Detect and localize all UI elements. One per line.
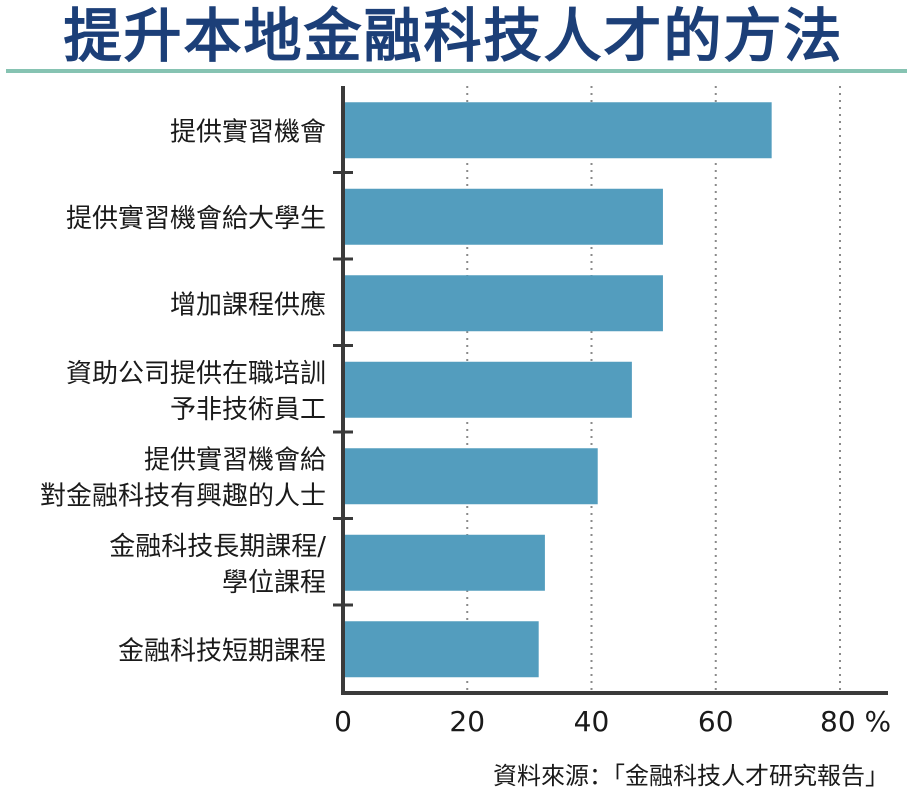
category-label-5-1: 學位課程 bbox=[222, 568, 326, 598]
category-label-2-0: 增加課程供應 bbox=[170, 290, 326, 320]
x-tick-label-1: 20 bbox=[449, 705, 485, 738]
bar-2 bbox=[343, 275, 663, 332]
bar-3 bbox=[343, 361, 632, 418]
x-tick-label-2: 40 bbox=[574, 705, 610, 738]
title-divider bbox=[6, 69, 907, 73]
category-label-4-0: 提供實習機會給 bbox=[144, 445, 326, 475]
x-tick-label-4: 80 % bbox=[820, 705, 891, 738]
category-label-5-0: 金融科技長期課程/ bbox=[109, 532, 326, 562]
category-label-6-0: 金融科技短期課程 bbox=[118, 636, 326, 666]
x-tick-label-3: 60 bbox=[698, 705, 734, 738]
category-label-3-0: 資助公司提供在職培訓 bbox=[66, 359, 326, 389]
category-label-1-0: 提供實習機會給大學生 bbox=[66, 204, 326, 234]
source-note: 資料來源：「金融科技人才研究報告」 bbox=[493, 762, 889, 790]
bar-4 bbox=[343, 448, 598, 505]
x-tick-label-0: 0 bbox=[334, 705, 352, 738]
bar-6 bbox=[343, 621, 539, 678]
chart-title: 提升本地金融科技人才的方法 bbox=[63, 2, 844, 70]
bar-5 bbox=[343, 534, 545, 591]
category-label-0-0: 提供實習機會 bbox=[170, 117, 326, 147]
bar-1 bbox=[343, 188, 663, 245]
category-label-4-1: 對金融科技有興趣的人士 bbox=[40, 481, 326, 511]
category-label-3-1: 予非技術員工 bbox=[170, 395, 326, 425]
bar-0 bbox=[343, 102, 772, 159]
